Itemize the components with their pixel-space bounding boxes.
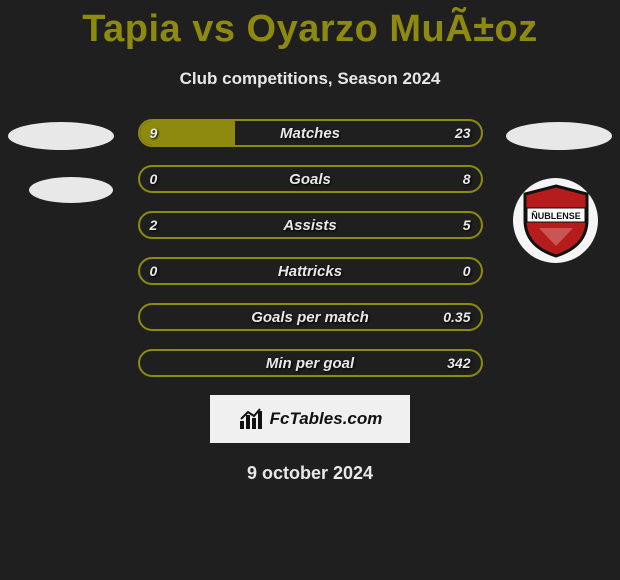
footer-date: 9 october 2024: [0, 463, 620, 484]
stat-row: Goals per match0.35: [138, 303, 483, 331]
stat-value-right: 8: [463, 167, 471, 191]
stat-row: 0Hattricks0: [138, 257, 483, 285]
stat-row: 0Goals8: [138, 165, 483, 193]
stat-row: 9Matches23: [138, 119, 483, 147]
stat-label: Hattricks: [140, 259, 481, 283]
stat-row: Min per goal342: [138, 349, 483, 377]
stat-value-right: 0: [463, 259, 471, 283]
page-subtitle: Club competitions, Season 2024: [0, 69, 620, 89]
brand-text: FcTables.com: [270, 409, 383, 429]
page-title: Tapia vs Oyarzo MuÃ±oz: [0, 0, 620, 51]
brand-box: FcTables.com: [210, 395, 410, 443]
stat-label: Assists: [140, 213, 481, 237]
stat-value-right: 0.35: [443, 305, 470, 329]
stat-label: Min per goal: [140, 351, 481, 375]
brand-logo-icon: [238, 407, 264, 431]
stat-value-right: 342: [447, 351, 470, 375]
stats-area: 9Matches230Goals82Assists50Hattricks0Goa…: [0, 119, 620, 377]
stat-label: Matches: [140, 121, 481, 145]
stat-row: 2Assists5: [138, 211, 483, 239]
stat-value-right: 23: [455, 121, 471, 145]
stats-bars: 9Matches230Goals82Assists50Hattricks0Goa…: [138, 119, 483, 377]
stat-value-right: 5: [463, 213, 471, 237]
stat-label: Goals: [140, 167, 481, 191]
stat-label: Goals per match: [140, 305, 481, 329]
